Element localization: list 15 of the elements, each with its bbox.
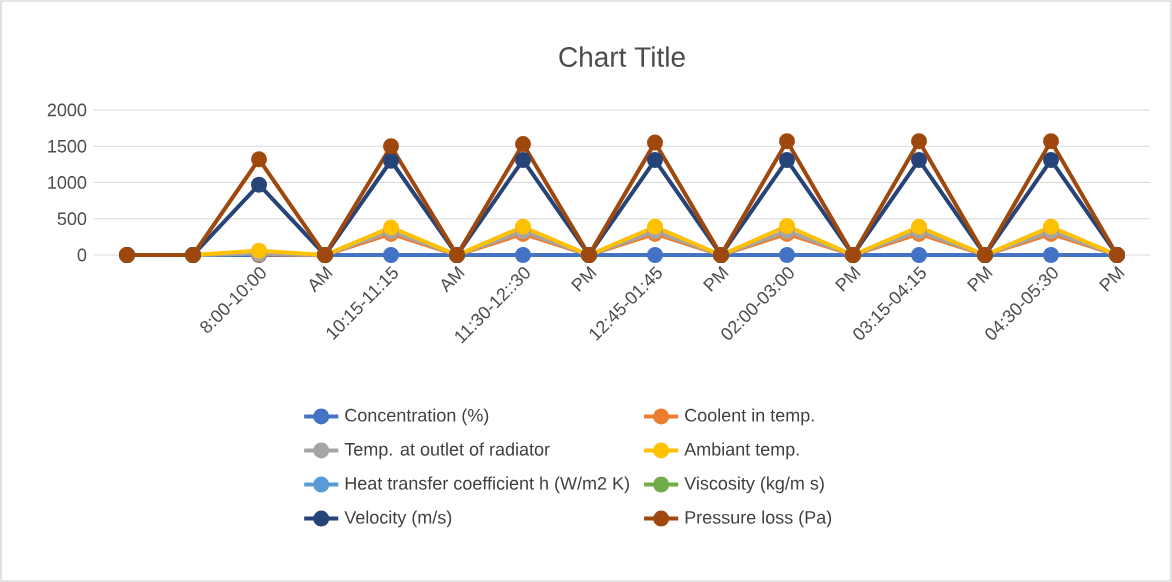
legend-label: Heat transfer coefficient h (W/m2 K) bbox=[345, 476, 629, 494]
legend-label: Viscosity (kg/m s) bbox=[684, 476, 824, 494]
y-tick-label: 1500 bbox=[48, 139, 87, 153]
y-tick-label: 2000 bbox=[47, 103, 87, 117]
legend-label: Ambiant temp. bbox=[684, 442, 799, 460]
x-tick-label: PM bbox=[1098, 266, 1125, 292]
legend-label: Temp. at outlet of radiator bbox=[344, 442, 550, 460]
chart-title: Chart Title bbox=[559, 46, 685, 67]
y-tick-label: 1000 bbox=[48, 176, 87, 189]
y-tick-label: 500 bbox=[57, 212, 87, 226]
y-tick-label: 0 bbox=[77, 248, 87, 262]
legend-label: Pressure loss (Pa) bbox=[685, 510, 832, 528]
legend-label: Velocity (m/s) bbox=[344, 510, 452, 528]
legend-label: Coolent in temp. bbox=[685, 408, 814, 426]
legend-label: Concentration (%) bbox=[345, 408, 489, 426]
